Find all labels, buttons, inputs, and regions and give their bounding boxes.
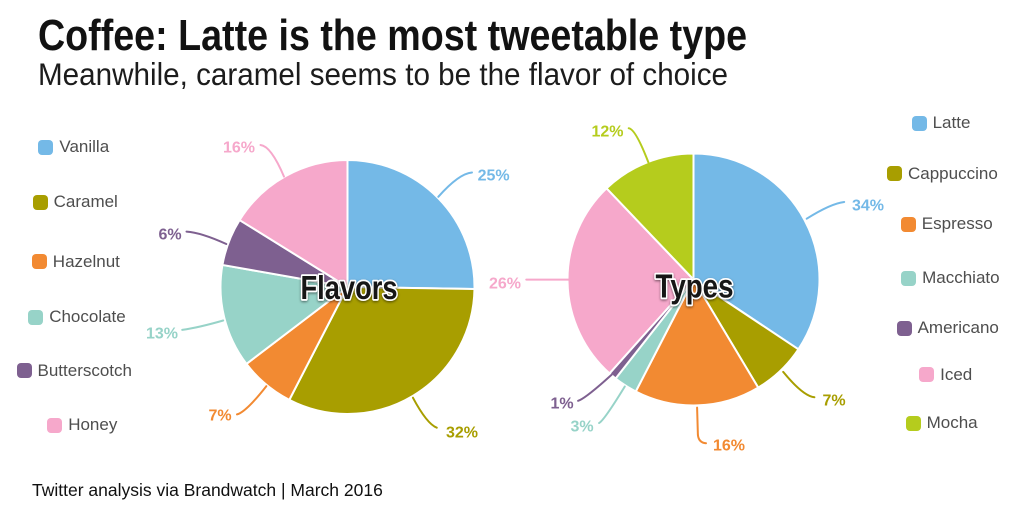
svg-text:Types: Types — [656, 268, 734, 305]
svg-text:Flavors: Flavors — [301, 269, 398, 306]
